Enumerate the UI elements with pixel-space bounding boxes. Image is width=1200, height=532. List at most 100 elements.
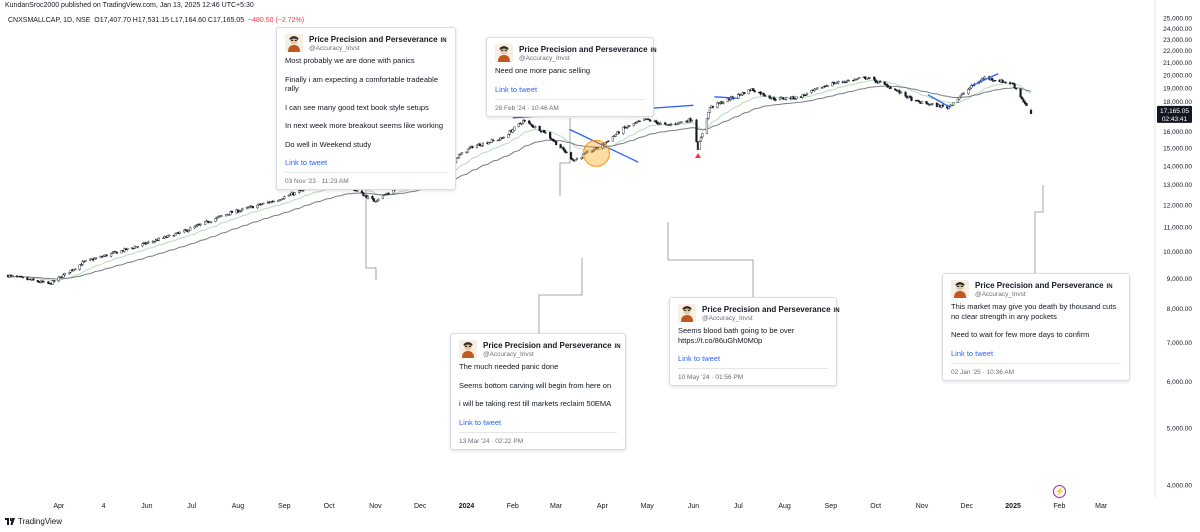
tweet-date: 13 Mar '24 · 02:22 PM [459, 431, 617, 449]
time-tick-label: Jun [688, 503, 699, 510]
candle-body [517, 123, 520, 127]
candle-body [84, 260, 87, 262]
countdown-text: 02:43:41 [1162, 116, 1188, 123]
ema-slow-line [8, 85, 1032, 280]
candle-body [293, 192, 296, 196]
candle-body [622, 126, 625, 134]
candle-body [958, 96, 961, 100]
candle-body [36, 280, 39, 283]
candle-body [904, 91, 907, 97]
candle-body [805, 92, 809, 95]
candle-body [193, 226, 196, 229]
candle-body [886, 84, 889, 88]
tweet-link[interactable]: Link to tweet [285, 158, 328, 167]
tweet-header: Price Precision and Perseverance IN @Accu… [459, 340, 621, 362]
tweet-link[interactable]: Link to tweet [951, 348, 994, 358]
candle-body [224, 214, 228, 217]
tweet-header: Price Precision and Perseverance IN @Accu… [285, 34, 447, 56]
tweet-text-line: Most probably we are done with panics [285, 56, 415, 65]
candle-body [478, 143, 482, 147]
tweet-link[interactable]: Link to tweet [495, 84, 538, 94]
candle-body [241, 208, 244, 211]
candle-body [487, 142, 490, 145]
candle-body [492, 140, 495, 142]
candle-body [366, 196, 370, 199]
candle-body [795, 96, 798, 99]
candle-body [868, 77, 871, 79]
tweet-body: Most probably we are done with panics Fin… [285, 56, 447, 149]
time-tick-label: Feb [1053, 503, 1065, 510]
candle-body [773, 97, 776, 101]
author-name: Price Precision and Perseverance IN [309, 35, 447, 44]
candle-body [356, 190, 359, 192]
candle-body [626, 125, 629, 128]
tweet-link[interactable]: Link to tweet [678, 354, 721, 363]
candle-body [1019, 88, 1022, 98]
candle-body [42, 281, 45, 283]
candle-body [1029, 110, 1033, 115]
candle-body [899, 91, 903, 94]
candle-body [596, 147, 600, 149]
candle-body [457, 154, 461, 158]
trend-line [972, 73, 999, 86]
candle-body [1023, 101, 1027, 104]
candle-body [983, 76, 986, 79]
tweet-link[interactable]: Link to tweet [459, 417, 502, 427]
candle-body [371, 195, 374, 199]
candle-body [554, 141, 558, 145]
candle-body [614, 134, 617, 137]
candle-body [716, 102, 719, 108]
sell-marker [694, 152, 701, 158]
candle-body [883, 81, 886, 85]
candle-body [956, 98, 959, 103]
candle-body [623, 126, 626, 128]
candle-body [970, 85, 973, 89]
candle-body [743, 92, 746, 95]
candle-body [810, 90, 813, 93]
lightning-icon[interactable]: ⚡ [1053, 485, 1066, 498]
author-name-text: Price Precision and Perseverance [309, 35, 438, 44]
time-tick-label: Feb [507, 503, 519, 510]
candle-body [69, 269, 72, 273]
tweet-text-line: i will be taking rest till markets recla… [459, 399, 612, 408]
tweet-card: Price Precision and Perseverance IN @Accu… [669, 297, 840, 386]
candle-body [239, 209, 243, 212]
candle-body [916, 99, 919, 102]
author-handle: @Accuracy_Invst [309, 45, 360, 52]
candle-body [63, 273, 66, 276]
candle-body [543, 130, 546, 133]
candle-body [926, 103, 930, 105]
candle-body [565, 151, 568, 153]
candle-body [105, 254, 108, 257]
candle-body [262, 202, 265, 205]
candle-body [93, 258, 96, 260]
candle-body [856, 78, 859, 80]
tweet-text-line: Need one more panic selling [495, 66, 591, 75]
candle-body [894, 88, 897, 91]
candle-body [655, 120, 658, 123]
candle-body [147, 241, 150, 243]
candle-body [1020, 96, 1024, 100]
candle-body [941, 104, 944, 107]
tweet-text-line: Seems bottom carving will begin from her… [459, 380, 612, 390]
candle-body [625, 127, 628, 129]
candle-body [571, 158, 574, 161]
author-location: IN [833, 308, 840, 314]
candle-body [62, 274, 65, 278]
candle-body [114, 251, 117, 253]
candle-body [708, 107, 712, 113]
tweet-card: Price Precision and Perseverance IN @Accu… [942, 273, 1130, 381]
author-location: IN [650, 48, 657, 54]
candle-body [72, 269, 75, 272]
candle-body [1025, 103, 1028, 106]
candle-body [722, 101, 725, 104]
author-location: IN [614, 344, 621, 350]
time-tick-label: 2024 [459, 503, 475, 510]
candle-body [277, 200, 280, 202]
candle-body [764, 95, 767, 97]
candle-body [781, 97, 785, 100]
candle-body [375, 200, 378, 202]
candle-body [813, 88, 816, 91]
time-tick-label: Jul [187, 503, 196, 510]
